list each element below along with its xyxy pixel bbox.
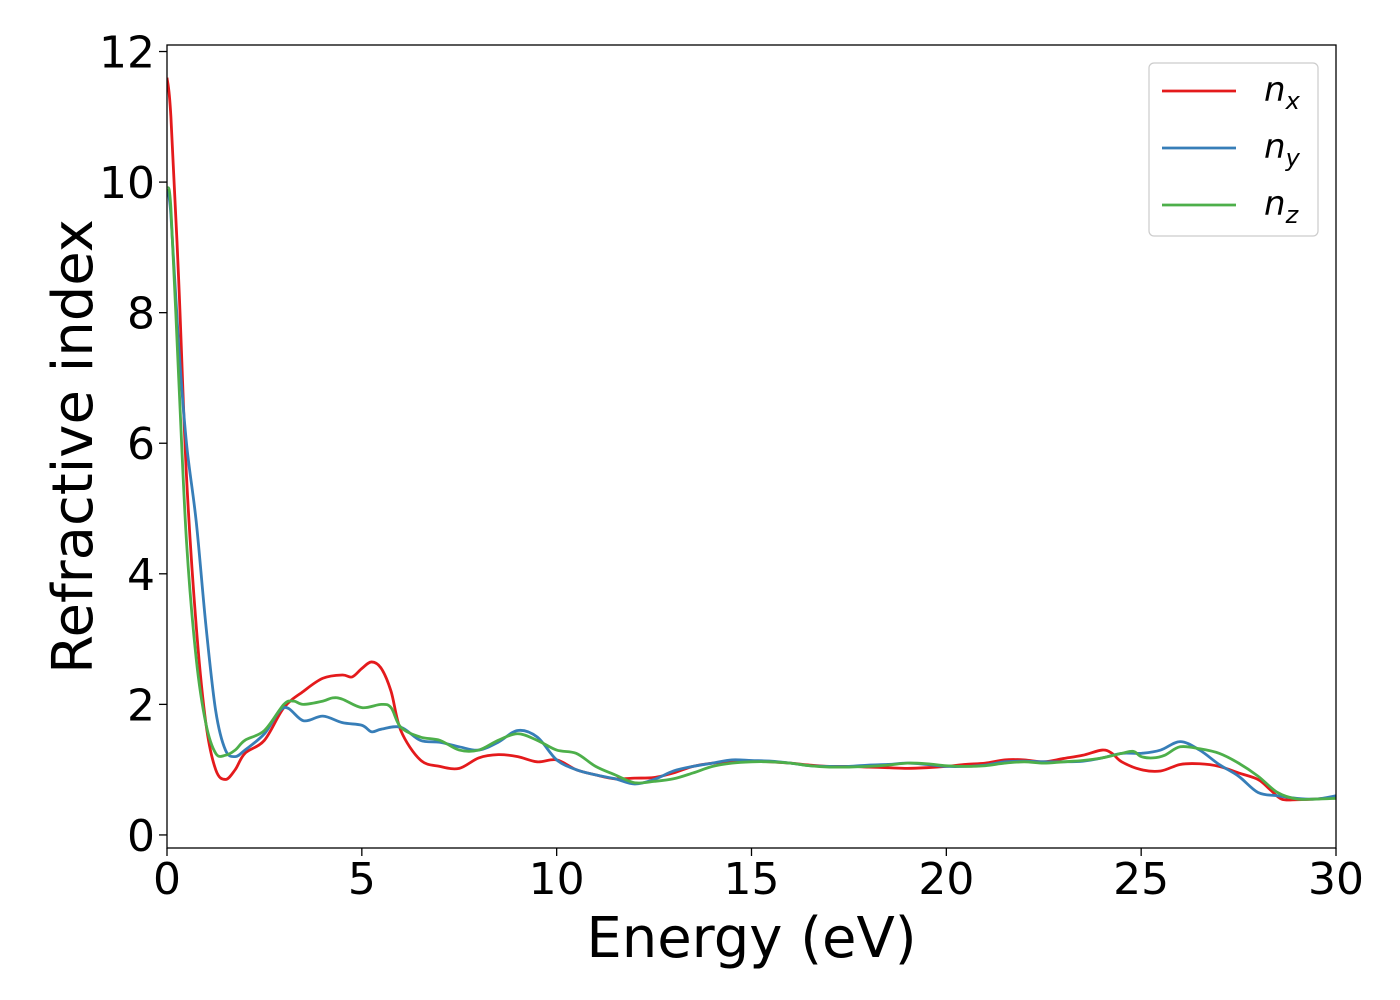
legend-box xyxy=(1148,62,1319,237)
y-tick-label: 8 xyxy=(127,289,155,340)
x-tick-label: 15 xyxy=(724,854,780,905)
x-axis-label: Energy (eV) xyxy=(586,906,916,971)
x-tick-label: 10 xyxy=(529,854,585,905)
legend-label-n-z: nz xyxy=(1264,184,1300,229)
y-tick-label: 0 xyxy=(127,811,155,862)
x-tick-label: 0 xyxy=(153,854,181,905)
y-tick-label: 12 xyxy=(99,28,155,79)
x-tick-label: 30 xyxy=(1308,854,1364,905)
x-tick-label: 20 xyxy=(918,854,974,905)
x-axis-ticks: 0 5 10 15 20 25 30 xyxy=(153,848,1364,905)
x-tick-label: 25 xyxy=(1113,854,1169,905)
x-tick-label: 5 xyxy=(348,854,376,905)
y-tick-label: 4 xyxy=(127,550,155,601)
series-layer xyxy=(167,77,1336,802)
y-tick-label: 10 xyxy=(99,158,155,209)
series-line-n-x xyxy=(167,77,1336,802)
legend-label-n-y: ny xyxy=(1264,127,1301,172)
series-line-n-z xyxy=(167,186,1336,801)
y-axis-label: Refractive index xyxy=(41,219,106,674)
y-axis-ticks: 0 2 4 6 8 10 12 xyxy=(99,28,167,862)
y-tick-label: 6 xyxy=(127,419,155,470)
legend: nx ny nz xyxy=(1148,62,1319,237)
y-tick-label: 2 xyxy=(127,680,155,731)
legend-label-n-x: nx xyxy=(1264,70,1301,115)
